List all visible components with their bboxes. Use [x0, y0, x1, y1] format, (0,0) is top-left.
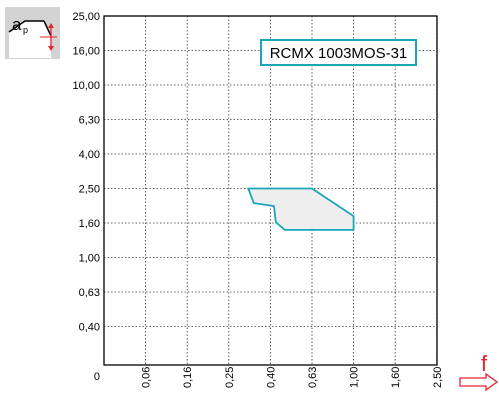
x-tick-label: 0,25	[224, 367, 236, 388]
x-tick-label: 1,60	[390, 367, 402, 388]
y-origin-label: 0	[94, 371, 100, 383]
depth-of-cut-icon: a p	[5, 7, 60, 59]
feed-label: f	[481, 351, 488, 376]
x-tick-label: 0,16	[182, 367, 194, 388]
x-tick-label: 2,50	[432, 367, 444, 388]
y-tick-label: 16,00	[72, 46, 100, 58]
y-tick-label: 6,30	[79, 115, 100, 127]
x-tick-label: 0,40	[265, 367, 277, 388]
y-tick-label: 0,63	[79, 287, 100, 299]
y-tick-label: 25,00	[72, 11, 100, 23]
application-range	[247, 187, 355, 231]
icon-label-sub: p	[23, 25, 28, 35]
feed-arrow-icon: f	[459, 351, 499, 392]
y-tick-label: 0,40	[79, 322, 100, 334]
y-tick-label: 10,00	[72, 80, 100, 92]
y-tick-label: 1,00	[79, 253, 100, 265]
y-axis-tick-labels: 0,40 0,63 1,00 1,60 2,50 4,00 6,30 10,00 16,00 25…	[72, 11, 100, 383]
chart-title: RCMX 1003MOS-31	[270, 45, 408, 62]
x-axis-tick-labels: 0,06 0,16 0,25 0,40 0,63 1,00 1,60 2,50	[141, 367, 444, 388]
y-tick-label: 2,50	[79, 184, 100, 196]
insert-designation: RCMX 1003MOS-31	[260, 39, 417, 66]
y-tick-label: 1,60	[79, 218, 100, 230]
y-tick-label: 4,00	[79, 149, 100, 161]
application-range-polygon	[247, 187, 355, 231]
plot-frame	[103, 15, 438, 366]
x-tick-label: 1,00	[349, 367, 361, 388]
x-tick-label: 0,06	[141, 367, 153, 388]
icon-label: a	[12, 15, 22, 34]
x-tick-label: 0,63	[307, 367, 319, 388]
title-box	[260, 39, 417, 66]
